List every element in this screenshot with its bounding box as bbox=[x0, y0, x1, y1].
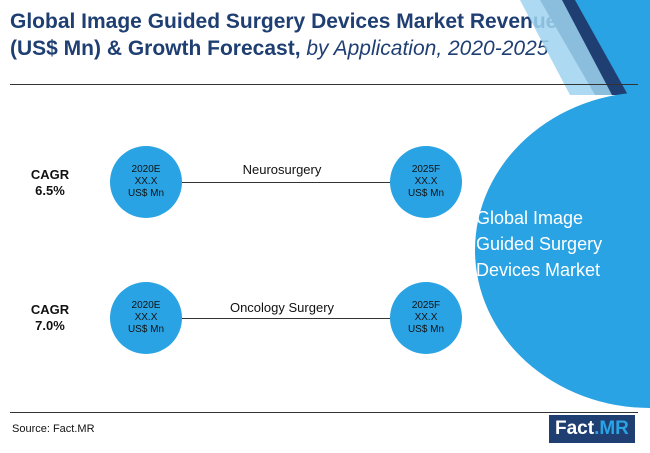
circle-year: 2025F bbox=[411, 164, 441, 175]
circle-value: XX.X bbox=[134, 312, 158, 323]
chart-title: Global Image Guided Surgery Devices Mark… bbox=[10, 8, 600, 62]
circle-year: 2020E bbox=[131, 300, 161, 311]
circle-value: XX.X bbox=[414, 312, 438, 323]
title-line-2-italic: by Application, 2020-2025 bbox=[300, 37, 549, 60]
circle-unit: US$ Mn bbox=[127, 188, 165, 199]
circle-value: XX.X bbox=[134, 176, 158, 187]
cagr-value: 6.5% bbox=[35, 183, 65, 198]
circle-unit: US$ Mn bbox=[127, 324, 165, 335]
connector-neurosurgery bbox=[182, 182, 392, 183]
title-line-1: Global Image Guided Surgery Devices Mark… bbox=[10, 10, 558, 33]
cagr-value: 7.0% bbox=[35, 318, 65, 333]
logo-suffix: .MR bbox=[594, 418, 629, 439]
source-note: Source: Fact.MR bbox=[12, 423, 95, 435]
logo-text: Fact bbox=[555, 418, 595, 439]
cagr-oncology-surgery: CAGR 7.0% bbox=[22, 302, 78, 334]
segment-label-oncology-surgery: Oncology Surgery bbox=[229, 300, 335, 315]
corner-decoration bbox=[520, 0, 650, 95]
title-line-2-bold: (US$ Mn) & Growth Forecast, bbox=[10, 37, 301, 60]
connector-oncology-surgery bbox=[182, 318, 392, 319]
title-line-2: (US$ Mn) & Growth Forecast, by Applicati… bbox=[10, 35, 600, 62]
circle-neurosurgery-2020: 2020E XX.X US$ Mn bbox=[110, 146, 182, 218]
market-label-line-1: Global Image bbox=[476, 208, 584, 228]
bottom-divider bbox=[10, 412, 638, 413]
circle-oncology-2020: 2020E XX.X US$ Mn bbox=[110, 282, 182, 354]
circle-neurosurgery-2025: 2025F XX.X US$ Mn bbox=[390, 146, 462, 218]
market-label: Global Image Guided Surgery Devices Mark… bbox=[476, 205, 626, 283]
cagr-label: CAGR bbox=[30, 302, 70, 317]
circle-year: 2020E bbox=[131, 164, 161, 175]
segment-label-neurosurgery: Neurosurgery bbox=[242, 162, 322, 177]
market-label-line-3: Devices Market bbox=[476, 260, 601, 280]
market-label-line-2: Guided Surgery bbox=[476, 234, 603, 254]
cagr-label: CAGR bbox=[30, 167, 70, 182]
circle-value: XX.X bbox=[414, 176, 438, 187]
circle-unit: US$ Mn bbox=[407, 324, 445, 335]
top-divider bbox=[10, 84, 638, 85]
circle-year: 2025F bbox=[411, 300, 441, 311]
circle-unit: US$ Mn bbox=[407, 188, 445, 199]
circle-oncology-2025: 2025F XX.X US$ Mn bbox=[390, 282, 462, 354]
cagr-neurosurgery: CAGR 6.5% bbox=[22, 167, 78, 199]
factmr-logo: Fact.MR bbox=[549, 415, 635, 443]
